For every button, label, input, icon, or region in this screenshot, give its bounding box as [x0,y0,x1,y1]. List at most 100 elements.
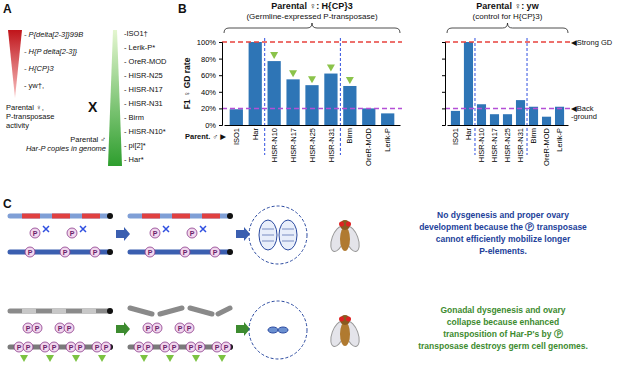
ovariole [282,235,294,236]
mechanism-row: PPPPPPPPPPNo dysgenesis and proper ovary… [10,206,587,264]
x-tick: Har [464,128,473,141]
y-tick-mark [219,42,222,43]
explanation-text: Gonadal dysgenesis and ovary [440,305,565,315]
bar [286,79,299,125]
y-tick: 20% [201,104,222,113]
p-transposase [186,342,196,352]
x-tick: Lerik-P [383,128,392,152]
x-tick-label: HISR-N17 [490,128,499,162]
y-tick-mark [442,125,445,126]
p-symbol: P [93,249,98,256]
p-transposase [221,342,231,352]
x-tick-label: Birm [345,128,354,143]
group-break [340,38,341,155]
x-axis-line [225,125,401,126]
block-cross [43,226,49,232]
p-transposase [212,342,222,352]
har-p-element [52,309,66,314]
p-symbol: P [213,249,218,256]
p-symbol: P [43,344,48,351]
male-strain: - HISR-N10* [124,127,166,136]
y-tick-mark [219,125,222,126]
x-tick: Birm [529,128,538,143]
x-tick-label: Lerik-P [383,128,392,152]
ovariole [262,229,274,230]
p-symbol: P [67,325,72,332]
p-symbol: P [189,344,194,351]
y-tick: 100% [197,38,222,47]
explanation-text: transposase destroys germ cell genomes. [418,341,588,351]
y-tick-mark [442,59,445,60]
explanation-text: development because the Ⓟ transposase [419,222,587,232]
bar [529,107,538,125]
group-break [527,38,528,155]
zoom-circle [249,206,307,264]
p-element [52,214,70,219]
p-symbol: P [28,249,33,256]
female-strain: - P{delta[2-3]}99B [24,30,83,39]
x-axis: ISO1 Har HISR-N10 HISR-N17 HISR-N25 HISR-N31 B… [448,126,569,166]
p-symbol: P [137,344,142,351]
p-transposase [49,342,59,352]
arrow [236,322,250,336]
p-transposase [32,323,42,333]
p-transposase [175,323,185,333]
p-transposase [169,342,179,352]
female-strain: - H{P delta[2-3]} [24,47,78,56]
bar-chart: Parental ♀: yw(control for H{CP}3)◀Stron… [442,1,613,166]
y-tick [442,42,445,43]
p-transposase [210,247,220,257]
x-tick: HISR-N31 [516,128,525,162]
x-tick-label: HISR-N31 [327,128,336,162]
p-transposase [143,342,153,352]
x-tick: HISR-N10 [477,128,486,162]
fly-eye [339,317,344,322]
har-p-element [82,309,96,314]
p-symbol: P [148,249,153,256]
centromere [227,249,233,255]
y-tick-label: 0% [205,121,216,130]
y-tick [442,59,445,60]
red-wedge [8,30,22,98]
x-axis-title: Parent. ♂ ▶ [185,132,226,141]
highlight-triangle [308,76,316,83]
x-tick: HISR-N10 [270,128,279,162]
y-axis-line [442,43,446,126]
p-transposase [40,342,50,352]
arrow [116,227,130,241]
female-caption: Parental ♀, [6,103,44,112]
ovary [259,220,277,250]
bar [542,117,551,125]
x-tick-label: Har [251,128,260,141]
fly-eye [346,317,351,322]
fly-eye [346,222,351,227]
x-tick: HISR-N25 [503,128,512,162]
transposition-mark [218,355,226,362]
x-tick-label: Har [464,128,473,141]
y-axis-title: F1 ♀ GD rate [182,57,192,109]
male-strain: - Har* [124,155,144,164]
p-symbol: P [104,344,109,351]
p-symbol: P [198,344,203,351]
y-tick-mark [442,108,445,109]
highlight-triangle [289,70,297,77]
y-tick-mark [219,59,222,60]
x-tick: OreR-MOD [364,127,373,165]
transposition-mark [98,355,106,362]
p-transposase [67,228,77,238]
x-tick-label: ISO1 [451,128,460,145]
p-transposase [64,323,74,333]
bar [490,114,499,125]
p-transposase [184,323,194,333]
p-symbol: P [146,344,151,351]
chart-title: Parental ♀: yw [476,1,539,11]
p-element [142,214,160,219]
fly-body [340,227,350,251]
chart-subtitle: (control for H{CP}3) [473,12,543,21]
centromere [107,213,113,219]
p-transposase [92,342,102,352]
y-tick-mark [219,92,222,93]
arrow [236,227,250,241]
male-caption: Har-P copies in genome [26,144,106,153]
x-tick-label: HISR-N10 [477,128,486,162]
